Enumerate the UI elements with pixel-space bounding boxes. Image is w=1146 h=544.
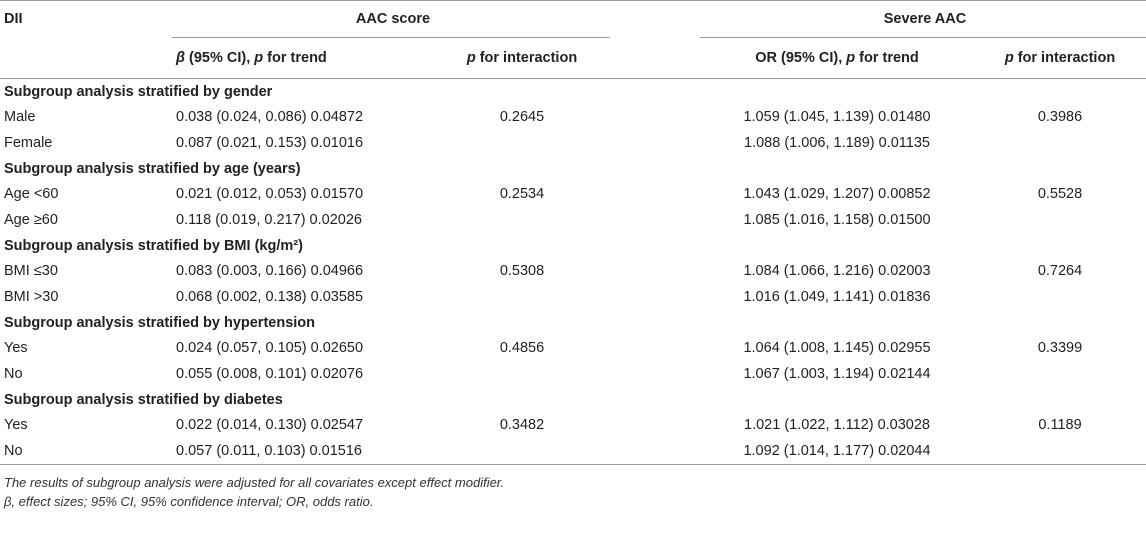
spacer-cell bbox=[610, 412, 700, 438]
p-interaction-value-1: 0.2645 bbox=[499, 109, 545, 125]
spacer-cell bbox=[610, 104, 700, 130]
row-label: No bbox=[0, 438, 172, 465]
p-interaction-value-1: 0.3482 bbox=[499, 417, 545, 433]
table-row: BMI ≤30 0.083 (0.003, 0.166) 0.04966 0.530… bbox=[0, 258, 1146, 284]
p-interaction-value-1 bbox=[430, 438, 610, 465]
footnote-adjustment: The results of subgroup analysis were ad… bbox=[4, 475, 505, 490]
p-interaction-value-1 bbox=[430, 207, 610, 233]
beta-value: 0.068 (0.002, 0.138) 0.03585 bbox=[176, 289, 364, 305]
p-interaction-value-1 bbox=[430, 284, 610, 310]
header-row-2: β (95% CI), p for trend p for interactio… bbox=[0, 37, 1146, 79]
p-interaction-value-2: 0.1189 bbox=[1038, 417, 1082, 433]
results-table-container: DII AAC score Severe AAC β (95% CI), p f… bbox=[0, 0, 1146, 511]
subgroup-analysis-table: DII AAC score Severe AAC β (95% CI), p f… bbox=[0, 0, 1146, 465]
section-header-row: Subgroup analysis stratified by diabetes bbox=[0, 387, 1146, 412]
p-interaction-value-2 bbox=[970, 361, 1146, 387]
table-row: Age ≥60 0.118 (0.019, 0.217) 0.02026 1.085… bbox=[0, 207, 1146, 233]
section-header-row: Subgroup analysis stratified by gender bbox=[0, 79, 1146, 105]
p-interaction-value-2 bbox=[970, 207, 1146, 233]
p-interaction-value-1 bbox=[430, 361, 610, 387]
spacer-cell bbox=[610, 130, 700, 156]
beta-value: 0.057 (0.011, 0.103) 0.01516 bbox=[172, 438, 430, 465]
beta-value: 0.055 (0.008, 0.101) 0.02076 bbox=[176, 366, 364, 382]
p-interaction-value-1 bbox=[430, 130, 610, 156]
row-label: Age ≥60 bbox=[4, 212, 58, 228]
p-interaction-value-2 bbox=[970, 284, 1146, 310]
spacer-cell bbox=[610, 258, 700, 284]
section-title: Subgroup analysis stratified by age (yea… bbox=[4, 160, 301, 177]
severe-aac-header: Severe AAC bbox=[883, 11, 967, 27]
row-label: Female bbox=[4, 135, 53, 151]
row-label: Yes bbox=[4, 340, 28, 356]
header-row-1: DII AAC score Severe AAC bbox=[0, 1, 1146, 38]
or-value: 1.067 (1.003, 1.194) 0.02144 bbox=[743, 366, 931, 382]
table-footnotes: The results of subgroup analysis were ad… bbox=[0, 473, 1146, 511]
or-value: 1.016 (1.049, 1.141) 0.01836 bbox=[743, 289, 931, 305]
footnote-abbreviations: β, effect sizes; 95% CI, 95% confidence … bbox=[4, 494, 374, 509]
beta-value: 0.022 (0.014, 0.130) 0.02547 bbox=[176, 417, 364, 433]
p-interaction-value-1: 0.5308 bbox=[499, 263, 545, 279]
spacer-cell bbox=[610, 207, 700, 233]
p-interaction-value-1: 0.2534 bbox=[499, 186, 545, 202]
p-interaction-value-1: 0.4856 bbox=[499, 340, 545, 356]
or-column-header: OR (95% CI), p for trend bbox=[700, 37, 970, 79]
row-label: No bbox=[4, 366, 23, 382]
or-value: 1.084 (1.066, 1.216) 0.02003 bbox=[743, 263, 931, 279]
table-row: Yes 0.024 (0.057, 0.105) 0.02650 0.4856 1.0… bbox=[0, 335, 1146, 361]
spacer-cell bbox=[610, 361, 700, 387]
aac-score-header: AAC score bbox=[355, 11, 431, 27]
spacer-cell bbox=[610, 181, 700, 207]
beta-value: 0.118 (0.019, 0.217) 0.02026 bbox=[176, 212, 362, 228]
beta-value: 0.021 (0.012, 0.053) 0.01570 bbox=[176, 186, 364, 202]
section-title: Subgroup analysis stratified by hyperten… bbox=[4, 314, 316, 331]
row-label: Yes bbox=[4, 417, 28, 433]
section-header-row: Subgroup analysis stratified by BMI (kg/… bbox=[0, 233, 1146, 258]
p-interaction-header-2: p for interaction bbox=[970, 37, 1146, 79]
table-row: No 0.057 (0.011, 0.103) 0.01516 1.092 (1.0… bbox=[0, 438, 1146, 465]
beta-value: 0.024 (0.057, 0.105) 0.02650 bbox=[176, 340, 364, 356]
spacer-cell bbox=[610, 438, 700, 465]
row-label: BMI >30 bbox=[4, 289, 59, 305]
or-value: 1.092 (1.014, 1.177) 0.02044 bbox=[700, 438, 970, 465]
or-value: 1.059 (1.045, 1.139) 0.01480 bbox=[743, 109, 931, 125]
section-title: Subgroup analysis stratified by BMI (kg/… bbox=[4, 237, 303, 254]
beta-column-header: β (95% CI), p for trend bbox=[172, 37, 430, 79]
beta-value: 0.083 (0.003, 0.166) 0.04966 bbox=[176, 263, 364, 279]
table-row: No 0.055 (0.008, 0.101) 0.02076 1.067 (1.0… bbox=[0, 361, 1146, 387]
table-row: Female 0.087 (0.021, 0.153) 0.01016 1.088 … bbox=[0, 130, 1146, 156]
p-interaction-value-2: 0.7264 bbox=[1037, 263, 1083, 279]
dii-header: DII bbox=[4, 11, 23, 28]
table-row: Male 0.038 (0.024, 0.086) 0.04872 0.2645 1.… bbox=[0, 104, 1146, 130]
table-row: BMI >30 0.068 (0.002, 0.138) 0.03585 1.016… bbox=[0, 284, 1146, 310]
or-value: 1.064 (1.008, 1.145) 0.02955 bbox=[743, 340, 931, 356]
row-label: BMI ≤30 bbox=[4, 263, 58, 279]
section-title: Subgroup analysis stratified by diabetes bbox=[4, 391, 283, 408]
beta-value: 0.087 (0.021, 0.153) 0.01016 bbox=[176, 135, 364, 151]
p-interaction-value-2 bbox=[970, 438, 1146, 465]
beta-value: 0.038 (0.024, 0.086) 0.04872 bbox=[176, 109, 364, 125]
spacer-cell bbox=[610, 335, 700, 361]
p-interaction-value-2: 0.3986 bbox=[1037, 109, 1083, 125]
or-value: 1.085 (1.016, 1.158) 0.01500 bbox=[743, 212, 931, 228]
section-header-row: Subgroup analysis stratified by hyperten… bbox=[0, 310, 1146, 335]
p-interaction-value-2: 0.5528 bbox=[1037, 186, 1083, 202]
row-label: Age <60 bbox=[4, 186, 59, 202]
p-interaction-value-2 bbox=[970, 130, 1146, 156]
table-row: Yes 0.022 (0.014, 0.130) 0.02547 0.3482 1.0… bbox=[0, 412, 1146, 438]
section-title: Subgroup analysis stratified by gender bbox=[4, 83, 273, 100]
or-value: 1.021 (1.022, 1.112) 0.03028 bbox=[744, 417, 930, 433]
row-label: Male bbox=[4, 109, 36, 125]
or-value: 1.043 (1.029, 1.207) 0.00852 bbox=[743, 186, 931, 202]
table-row: Age <60 0.021 (0.012, 0.053) 0.01570 0.253… bbox=[0, 181, 1146, 207]
spacer-cell bbox=[610, 284, 700, 310]
section-header-row: Subgroup analysis stratified by age (yea… bbox=[0, 156, 1146, 181]
p-interaction-value-2: 0.3399 bbox=[1037, 340, 1083, 356]
p-interaction-header-1: p for interaction bbox=[430, 37, 610, 79]
or-value: 1.088 (1.006, 1.189) 0.01135 bbox=[744, 135, 930, 151]
